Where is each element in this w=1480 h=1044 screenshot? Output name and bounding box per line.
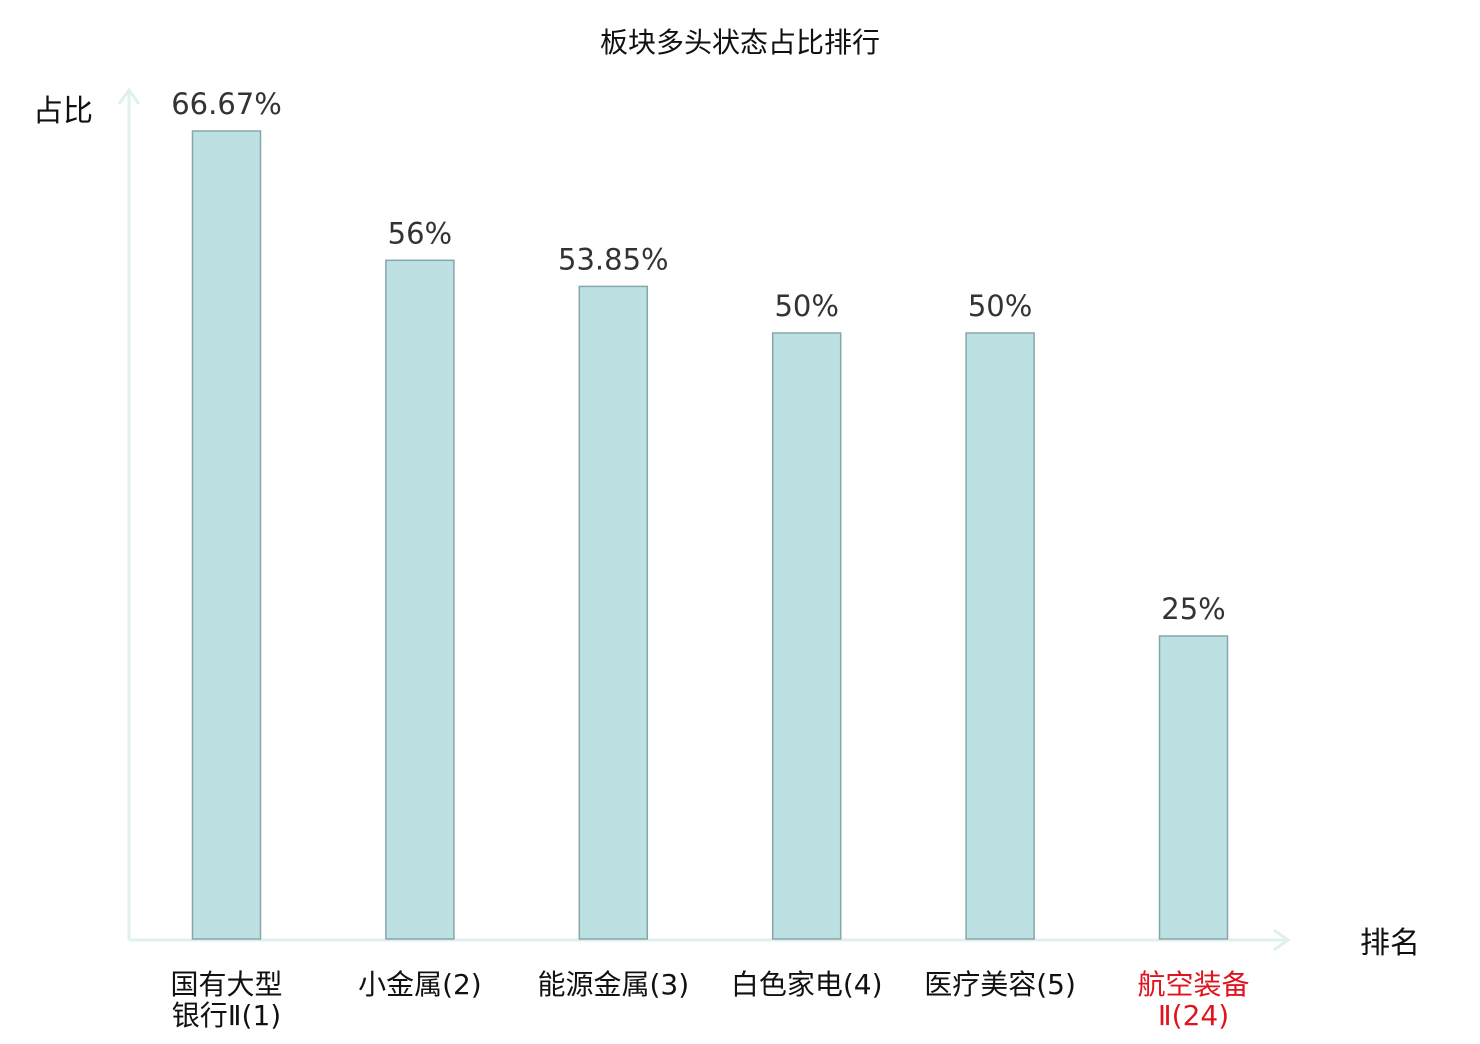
x-tick-label: 航空装备 [1137, 968, 1249, 1001]
bar-value-label: 50% [968, 289, 1032, 323]
chart-title: 板块多头状态占比排行 [600, 26, 880, 59]
y-axis-label: 占比 [33, 94, 93, 129]
bar-value-label: 66.67% [171, 87, 282, 121]
bar-value-label: 53.85% [558, 242, 669, 276]
bar [385, 259, 455, 940]
x-tick-label: 银行Ⅱ(1) [172, 999, 281, 1032]
x-tick-label: 医疗美容(5) [924, 968, 1076, 1001]
x-tick-label: 国有大型 [170, 968, 282, 1001]
bar [965, 332, 1035, 940]
bar-value-label: 56% [388, 216, 452, 250]
x-tick-label: 白色家电(4) [731, 968, 883, 1001]
bar [1158, 635, 1229, 940]
y-axis-arrow [117, 87, 141, 105]
x-axis-arrow [1273, 928, 1291, 952]
bar [771, 332, 842, 940]
bar [578, 285, 649, 940]
x-tick-label: 能源金属(3) [537, 968, 689, 1001]
bar-value-label: 25% [1161, 592, 1225, 626]
x-tick-label: 小金属(2) [358, 968, 482, 1001]
x-axis-label: 排名 [1360, 926, 1420, 961]
bar [191, 130, 262, 940]
x-tick-label: Ⅱ(24) [1158, 999, 1229, 1032]
bar-value-label: 50% [774, 289, 838, 323]
